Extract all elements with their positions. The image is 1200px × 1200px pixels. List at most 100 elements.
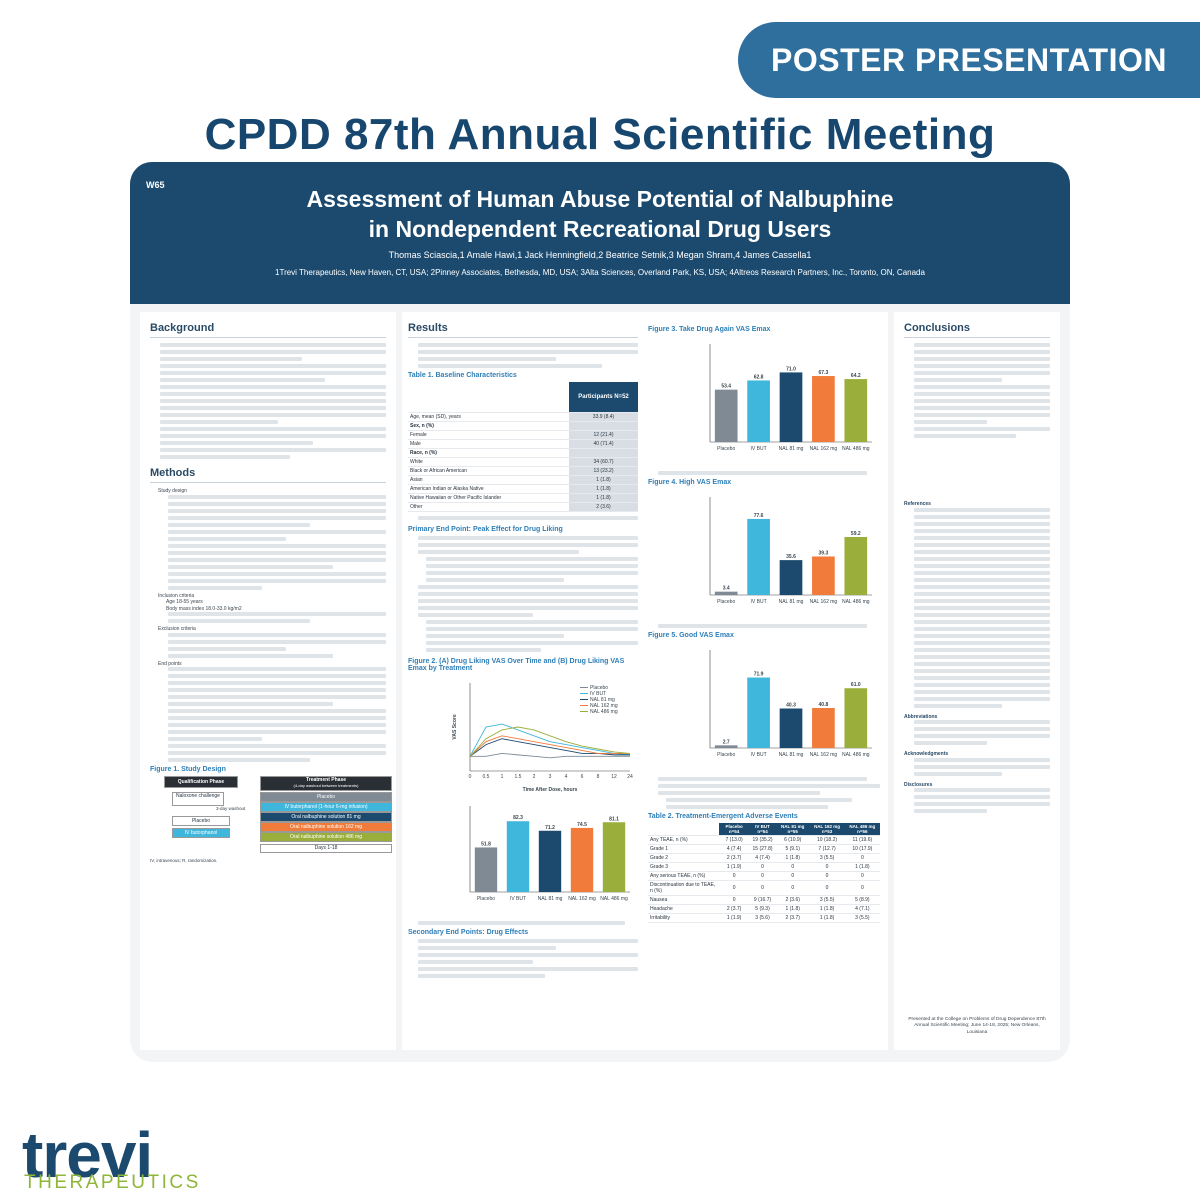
- treatment-phase-box: Treatment Phase (4-day washout between t…: [260, 776, 392, 791]
- bar-value-label: 71.9: [754, 672, 764, 678]
- table-header-cell: IV BUT n=54: [749, 823, 776, 836]
- table-cell-value: 2 (3.7): [776, 913, 810, 923]
- legend-entry: NAL 81 mg: [590, 697, 615, 703]
- y-axis-title: VAS Score: [452, 714, 458, 739]
- table-cell-value: 7 (13.0): [719, 835, 750, 845]
- poster-authors: Thomas Sciascia,1 Amale Hawi,1 Jack Henn…: [388, 250, 812, 260]
- table-cell-label: Age, mean (SD), years: [408, 412, 569, 422]
- category-label: Placebo: [717, 599, 735, 605]
- x-tick-label: 6: [581, 774, 584, 780]
- bar-value-label: 81.1: [609, 816, 619, 822]
- table1-title: Table 1. Baseline Characteristics: [408, 372, 517, 379]
- poster-code: W65: [146, 180, 165, 190]
- category-label: Placebo: [717, 752, 735, 758]
- bar-value-label: 62.8: [754, 374, 764, 380]
- table-row: Asian 1 (1.8): [408, 475, 638, 485]
- poster-title-line2: in Nondependent Recreational Drug Users: [368, 216, 832, 242]
- table-row: Sex, n (%): [408, 421, 638, 431]
- naloxone-box: Naloxone challenge: [172, 792, 224, 806]
- table-cell-value: 0: [776, 862, 810, 872]
- abbreviations-heading: Abbreviations: [904, 713, 938, 720]
- arm-placebo: Placebo: [260, 792, 392, 802]
- x-tick-label: 1: [501, 774, 504, 780]
- table-cell-label: Any TEAE, n (%): [648, 835, 720, 845]
- table-row: Native Hawaiian or Other Pacific Islande…: [408, 493, 638, 503]
- inclusion-label: Inclusion criteria: [158, 592, 195, 599]
- arm-nal486: Oral nalbuphine solution 486 mg: [260, 832, 392, 842]
- table-cell-value: 7 (12.7): [809, 844, 845, 854]
- series-line: [469, 723, 631, 757]
- results-heading: Results: [408, 322, 638, 338]
- table-header-cell: Placebo n=54: [719, 823, 750, 836]
- table-cell-value: 1 (1.9): [719, 913, 750, 923]
- table-cell-label: Grade 2: [648, 853, 720, 863]
- table-cell-value: 0: [719, 895, 750, 905]
- category-label: NAL 162 mg: [810, 446, 838, 452]
- middle-column: Results Table 1. Baseline Characteristic…: [402, 312, 888, 1050]
- category-label: IV BUT: [510, 896, 526, 902]
- series-line: [470, 752, 630, 759]
- meeting-title: CPDD 87th Annual Scientific Meeting: [204, 110, 996, 159]
- bar: [747, 518, 770, 595]
- table-cell-value: 4 (7.4): [719, 844, 750, 854]
- table-cell-value: 2 (3.6): [776, 895, 810, 905]
- secondary-endpoint-heading: Secondary End Points: Drug Effects: [408, 929, 529, 936]
- category-label: NAL 486 mg: [842, 752, 870, 758]
- conclusions-heading: Conclusions: [904, 322, 1050, 338]
- table-row: Age, mean (SD), years 33.9 (8.4): [408, 412, 638, 422]
- table-cell-value: 0: [749, 862, 776, 872]
- table-cell-label: Native Hawaiian or Other Pacific Islande…: [408, 493, 569, 503]
- table-cell-value: 40 (71.4): [569, 439, 638, 449]
- table-cell-label: Headache: [648, 904, 720, 914]
- arm-nal162: Oral nalbuphine solution 162 mg: [260, 822, 392, 832]
- bar: [714, 591, 738, 595]
- x-tick-label: 8: [597, 774, 600, 780]
- table-cell-value: 9 (16.7): [749, 895, 776, 905]
- bar: [714, 745, 738, 748]
- table-cell-value: 3 (5.5): [844, 913, 880, 923]
- bar: [844, 379, 868, 442]
- study-design-label: Study design: [158, 488, 187, 494]
- table-cell-value: 1 (1.8): [776, 904, 810, 914]
- figure5-title: Figure 5. Good VAS Emax: [648, 632, 734, 639]
- washout-label: 3-day washout: [216, 806, 246, 811]
- arm-ivbut: IV butorphanol (1-hour 6-mg infusion): [260, 802, 392, 812]
- bar: [779, 708, 803, 748]
- category-label: NAL 162 mg: [810, 599, 838, 605]
- table-cell-label: American Indian or Alaska Native: [408, 484, 569, 494]
- category-label: IV BUT: [751, 599, 767, 605]
- inclusion-item: Body mass index 18.0-33.0 kg/m2: [166, 605, 242, 612]
- table-cell-label: Irritability: [648, 913, 720, 923]
- poster-title: Assessment of Human Abuse Potential of N…: [130, 184, 1070, 244]
- table-cell-value: 13 (23.2): [569, 466, 638, 476]
- table-cell-value: 4 (7.4): [749, 853, 776, 863]
- poster: W65 Assessment of Human Abuse Potential …: [130, 162, 1070, 1062]
- series-line: [469, 738, 630, 757]
- conclusions-text: [904, 343, 1050, 438]
- disclosures-heading: Disclosures: [904, 781, 933, 788]
- legend-entry: NAL 486 mg: [590, 709, 618, 715]
- table-cell-label: Grade 1: [648, 844, 720, 854]
- qual-ivbut-box: IV butorphanol: [172, 828, 230, 838]
- table-cell-value: 0: [749, 871, 776, 881]
- table-cell-value: 0: [844, 880, 880, 896]
- table-cell-value: 34 (60.7): [569, 457, 638, 467]
- x-tick-label: 3: [549, 774, 552, 780]
- table2-title: Table 2. Treatment-Emergent Adverse Even…: [648, 813, 798, 820]
- figure3-title: Figure 3. Take Drug Again VAS Emax: [648, 326, 771, 333]
- table-cell-value: 1 (1.8): [569, 484, 638, 494]
- bar: [812, 708, 835, 748]
- background-text: [150, 343, 386, 459]
- poster-banner: W65 Assessment of Human Abuse Potential …: [130, 162, 1070, 304]
- table-header-cell: NAL 81 mg n=55: [776, 823, 810, 836]
- table-cell-label: Asian: [408, 475, 569, 485]
- table-cell-label: White: [408, 457, 569, 467]
- table-cell-value: 0: [844, 871, 880, 881]
- poster-title-line1: Assessment of Human Abuse Potential of N…: [306, 186, 894, 212]
- bar-value-label: 39.3: [819, 550, 829, 556]
- series-line: [469, 735, 630, 757]
- table-cell-value: 0: [809, 862, 845, 872]
- bar: [538, 830, 562, 892]
- x-axis-title: Time After Dose, hours: [523, 787, 578, 793]
- table-cell-value: 3 (5.6): [749, 913, 776, 923]
